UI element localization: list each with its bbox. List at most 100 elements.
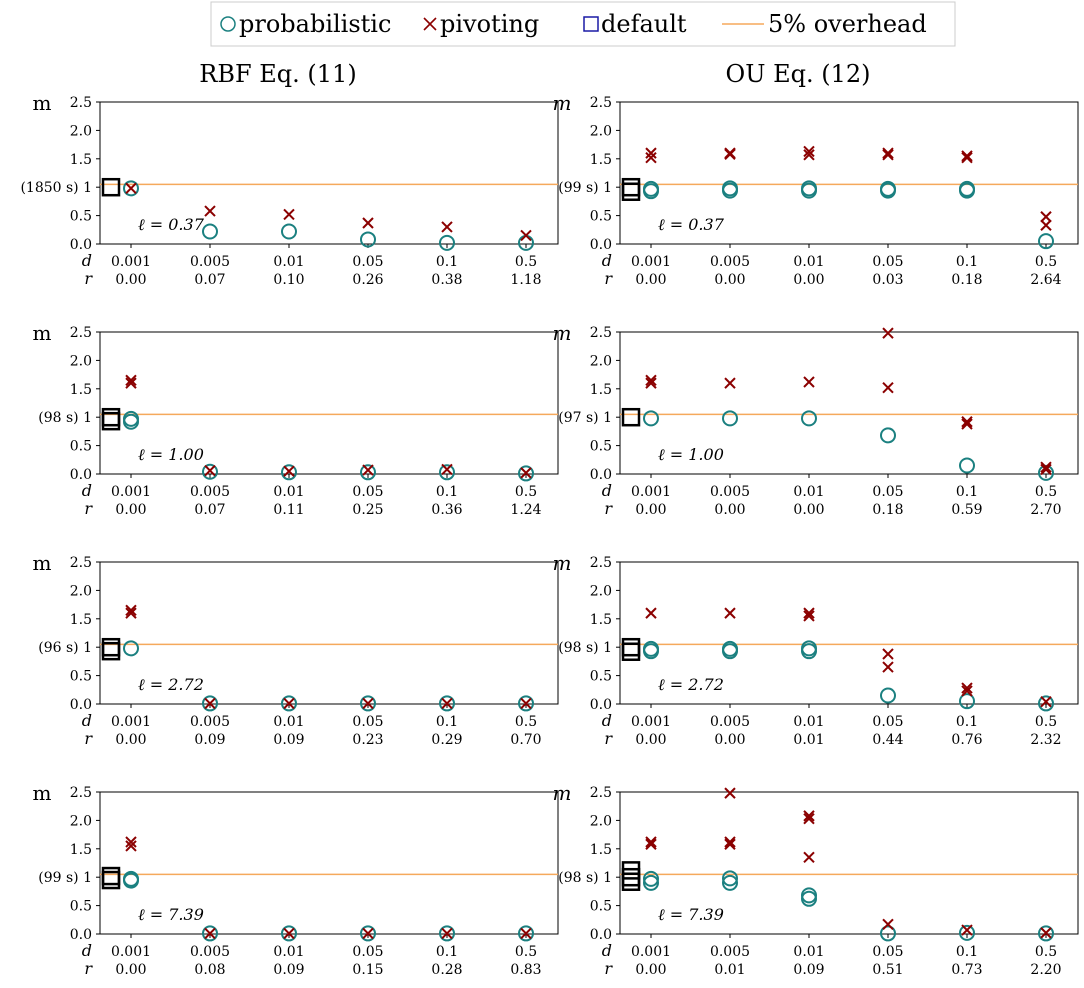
pivoting-point	[882, 661, 894, 673]
probabilistic-point	[643, 410, 659, 427]
d-tick-label: 0.01	[793, 254, 824, 270]
plot-frame	[619, 331, 1079, 475]
pivoting-stroke	[441, 697, 453, 710]
length-scale-annotation: ℓ = 1.00	[138, 445, 204, 464]
pivoting-stroke	[1040, 211, 1052, 223]
pivoting-stroke	[882, 147, 894, 159]
default-marker	[621, 637, 641, 657]
pivoting-point	[645, 377, 657, 389]
default-marker	[621, 407, 641, 427]
probabilistic-point	[722, 182, 738, 199]
pivoting-point	[283, 927, 295, 940]
r-tick-label: 0.00	[635, 272, 666, 288]
d-tick-label: 0.1	[956, 254, 978, 270]
plot-frame	[99, 331, 559, 475]
probabilistic-point	[643, 874, 659, 891]
r-tick-label: 0.09	[273, 962, 304, 978]
y-tick-label: 0.0	[590, 927, 612, 943]
plot-frame	[619, 101, 1079, 245]
baseline-label: (97 s) 1	[558, 410, 612, 426]
pivoting-point	[283, 208, 295, 221]
pivoting-stroke	[803, 851, 815, 864]
y-tick-label: 0.5	[70, 439, 92, 455]
pivoting-point	[803, 145, 815, 158]
probabilistic-point	[439, 925, 455, 942]
y-tick-label: 2.0	[70, 583, 92, 599]
pivoting-stroke	[1040, 927, 1052, 939]
d-tick-label: 0.05	[872, 484, 903, 500]
plot-frame	[99, 101, 559, 245]
pivoting-point	[204, 205, 216, 217]
y-tick-label: 2.5	[590, 555, 612, 571]
d-tick-label: 0.1	[956, 484, 978, 500]
d-tick-label: 0.05	[352, 254, 383, 270]
pivoting-stroke	[362, 464, 374, 476]
pivoting-stroke	[645, 377, 657, 389]
panel-5: 0.0 0.5 1.5 2.0 2.5 (98 s) 1 m 0.001 0.00 0.005 0.…	[553, 551, 1079, 748]
pivoting-stroke	[520, 467, 532, 479]
d-axis-label: d	[82, 711, 92, 730]
pivoting-point	[125, 374, 137, 386]
probabilistic-point	[722, 410, 738, 427]
y-axis-label: m	[33, 321, 52, 345]
legend-default-label: default	[601, 10, 687, 38]
baseline-label: (98 s) 1	[558, 870, 612, 886]
probabilistic-point	[518, 695, 534, 712]
d-axis-label: d	[602, 941, 612, 960]
d-tick-label: 0.01	[793, 714, 824, 730]
y-tick-label: 2.0	[70, 353, 92, 369]
probabilistic-point	[202, 695, 218, 712]
d-axis-label: d	[82, 251, 92, 270]
pivoting-point	[362, 927, 374, 940]
panels: 0.0 0.5 1.5 2.0 2.5 (1850 s) 1 m 0.001 0.00 0.005…	[20, 91, 1079, 978]
d-tick-label: 0.05	[872, 254, 903, 270]
d-tick-label: 0.5	[515, 484, 537, 500]
r-tick-label: 0.83	[510, 962, 541, 978]
pivoting-point	[441, 221, 453, 233]
pivoting-point	[645, 838, 657, 850]
d-tick-label: 0.01	[273, 944, 304, 960]
pivoting-stroke	[283, 927, 295, 940]
probabilistic-point	[281, 925, 297, 942]
r-tick-label: 0.00	[714, 272, 745, 288]
probabilistic-point	[801, 890, 817, 907]
d-tick-label: 0.01	[273, 714, 304, 730]
pivoting-stroke	[882, 648, 894, 660]
default-marker	[621, 177, 641, 197]
d-tick-label: 0.1	[436, 254, 458, 270]
r-tick-label: 0.26	[352, 272, 383, 288]
y-tick-label: 1.5	[590, 842, 612, 858]
y-tick-label: 2.5	[70, 95, 92, 111]
pivoting-point	[961, 418, 973, 430]
d-tick-label: 0.5	[1035, 714, 1057, 730]
pivoting-stroke	[724, 838, 736, 850]
probabilistic-point	[439, 695, 455, 712]
r-axis-label: r	[84, 729, 93, 748]
pivoting-point	[125, 607, 137, 619]
r-axis-label: r	[604, 959, 613, 978]
d-axis-label: d	[602, 481, 612, 500]
probabilistic-point	[123, 872, 139, 889]
pivoting-point	[724, 836, 736, 848]
d-tick-label: 0.005	[190, 484, 230, 500]
probabilistic-point	[880, 687, 896, 704]
pivoting-point	[520, 229, 532, 242]
probabilistic-point	[643, 870, 659, 887]
pivoting-stroke	[882, 149, 894, 161]
r-tick-label: 0.00	[115, 272, 146, 288]
r-tick-label: 0.00	[115, 962, 146, 978]
r-tick-label: 0.25	[352, 502, 383, 518]
legend-probabilistic-marker	[220, 16, 236, 32]
plot-frame	[99, 791, 559, 935]
length-scale-annotation: ℓ = 7.39	[138, 905, 204, 924]
d-tick-label: 0.5	[515, 944, 537, 960]
column-title-ou: OU Eq. (12)	[726, 60, 871, 88]
pivoting-stroke	[961, 682, 973, 694]
probabilistic-point	[360, 695, 376, 712]
pivoting-point	[724, 838, 736, 850]
y-axis-label: m	[33, 551, 52, 575]
probabilistic-point	[722, 643, 738, 660]
pivoting-stroke	[645, 147, 657, 159]
r-tick-label: 2.20	[1030, 962, 1061, 978]
probabilistic-point	[439, 234, 455, 251]
